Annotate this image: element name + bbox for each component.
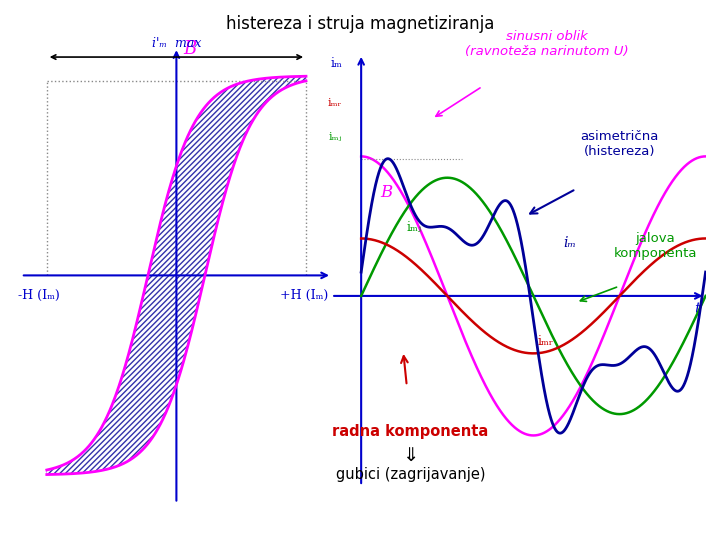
Text: i'ₘ  max: i'ₘ max: [152, 37, 201, 50]
Text: iₘⱼ: iₘⱼ: [329, 132, 343, 143]
Text: +H (Iₘ): +H (Iₘ): [280, 289, 328, 302]
Text: jalova
komponenta: jalova komponenta: [613, 232, 697, 260]
Text: ⇓: ⇓: [402, 446, 418, 464]
Text: t: t: [694, 302, 701, 316]
Text: B: B: [183, 40, 196, 58]
Text: iₘ: iₘ: [330, 57, 343, 70]
Text: -H (Iₘ): -H (Iₘ): [17, 289, 59, 302]
Text: iₘᵣ: iₘᵣ: [328, 98, 343, 108]
Text: histereza i struja magnetiziranja: histereza i struja magnetiziranja: [226, 15, 494, 33]
Text: iₘᵣ: iₘᵣ: [537, 335, 553, 348]
Text: B: B: [380, 185, 392, 201]
Text: gubici (zagrijavanje): gubici (zagrijavanje): [336, 467, 485, 482]
Text: iₘⱼ: iₘⱼ: [406, 221, 421, 234]
Text: radna komponenta: radna komponenta: [332, 424, 489, 439]
Text: sinusni oblik
(ravnoteža narinutom U): sinusni oblik (ravnoteža narinutom U): [465, 30, 629, 58]
Text: iₘ: iₘ: [563, 235, 576, 249]
Text: asimetrična
(histereza): asimetrična (histereza): [580, 130, 658, 158]
